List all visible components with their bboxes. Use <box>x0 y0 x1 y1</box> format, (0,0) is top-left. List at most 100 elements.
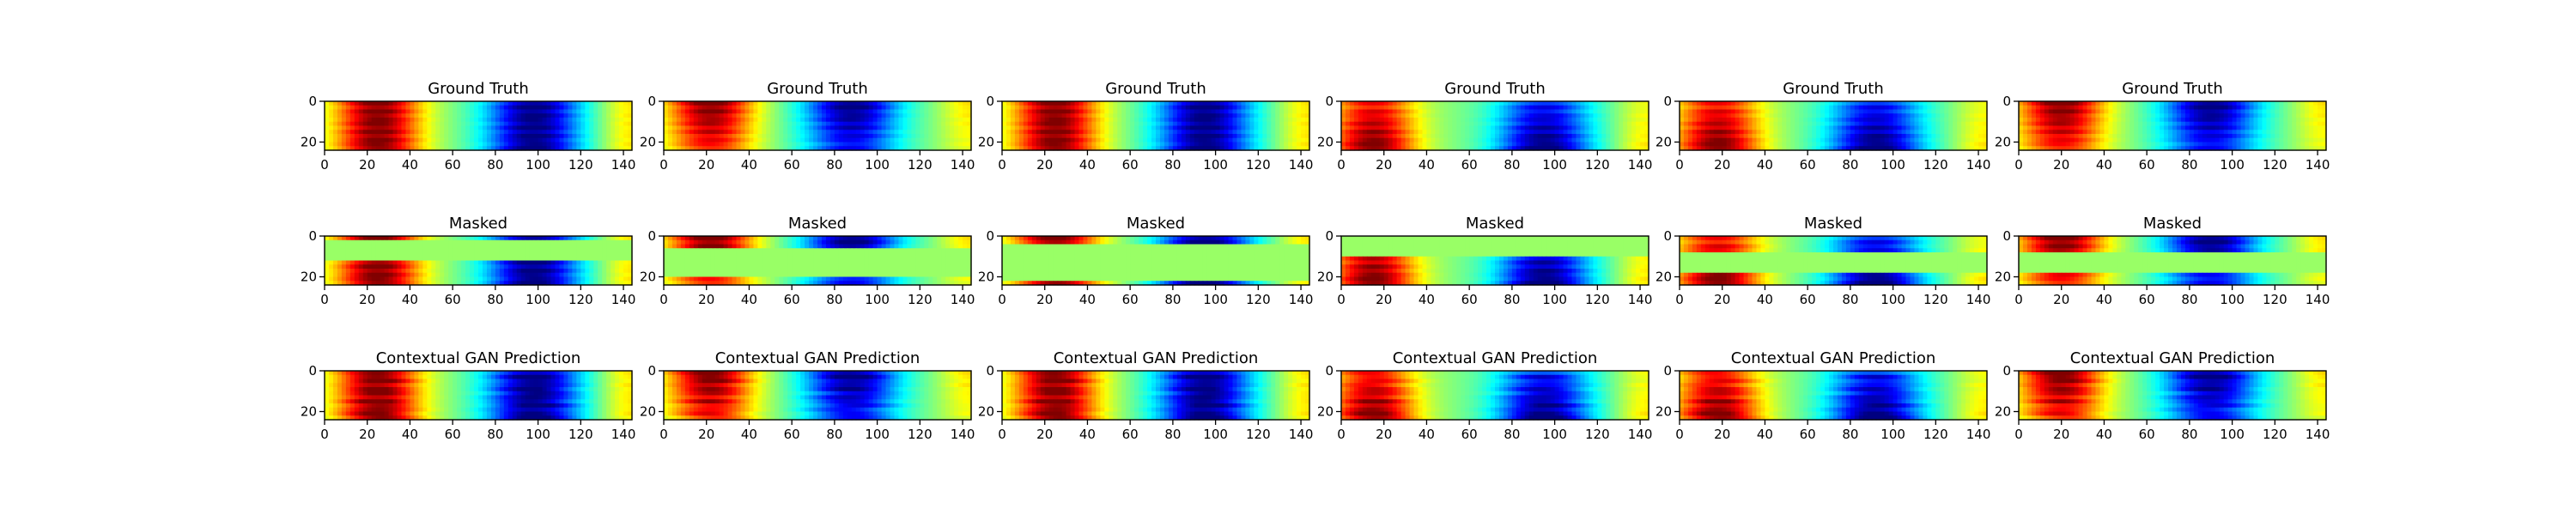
heatmap-cell <box>1392 137 1398 143</box>
heatmap-cell <box>1375 109 1381 114</box>
heatmap-cell <box>1078 118 1084 123</box>
heatmap-cell <box>1717 146 1723 151</box>
heatmap-cell <box>2210 101 2216 106</box>
heatmap-cell <box>1829 142 1834 147</box>
heatmap-cell <box>1461 118 1466 123</box>
heatmap-cell <box>1850 121 1856 127</box>
heatmap-cell <box>1151 118 1157 123</box>
heatmap-cell <box>757 125 762 130</box>
heatmap-cell <box>924 130 929 135</box>
heatmap-cell <box>1292 125 1297 130</box>
heatmap-cell <box>405 118 411 123</box>
heatmap-cell <box>2240 105 2246 111</box>
heatmap-cell <box>1495 118 1500 123</box>
heatmap-cell <box>1236 137 1242 143</box>
heatmap-cell <box>1888 125 1894 130</box>
heatmap-cell <box>1812 105 1817 111</box>
heatmap-cell <box>860 121 866 127</box>
heatmap-cell <box>1262 125 1267 130</box>
heatmap-cell <box>1884 118 1890 123</box>
heatmap-cell <box>779 118 784 123</box>
heatmap-cell <box>1396 125 1402 130</box>
heatmap-cell <box>1478 125 1483 130</box>
heatmap-cell <box>1405 142 1411 147</box>
heatmap-cell <box>1044 137 1050 143</box>
heatmap-cell <box>2108 130 2113 135</box>
heatmap-cell <box>628 101 633 106</box>
heatmap-cell <box>1267 130 1272 135</box>
heatmap-cell <box>1156 130 1161 135</box>
heatmap-cell <box>967 109 972 114</box>
heatmap-cell <box>572 130 577 135</box>
heatmap-cell <box>1002 130 1007 135</box>
heatmap-cell <box>1961 142 1966 147</box>
heatmap-cell <box>503 134 509 139</box>
heatmap-cell <box>1914 137 1920 143</box>
heatmap-cell <box>606 101 611 106</box>
heatmap-cell <box>1871 142 1877 147</box>
heatmap-cell <box>890 125 896 130</box>
heatmap-cell <box>1858 125 1864 130</box>
heatmap-cell <box>550 130 556 135</box>
heatmap-cell <box>1087 137 1093 143</box>
heatmap-cell <box>1833 125 1838 130</box>
heatmap-cell <box>684 105 690 111</box>
heatmap-cell <box>1383 134 1389 139</box>
heatmap-cell <box>1002 121 1007 127</box>
heatmap-cell <box>2262 121 2267 127</box>
heatmap-cell <box>1279 130 1285 135</box>
heatmap-cell <box>2044 130 2050 135</box>
heatmap-cell <box>1305 125 1310 130</box>
heatmap-cell <box>474 142 479 147</box>
heatmap-cell <box>2099 130 2105 135</box>
heatmap-cell <box>1219 146 1225 151</box>
heatmap-cell <box>796 121 801 127</box>
heatmap-cell <box>1027 121 1033 127</box>
heatmap-cell <box>367 130 373 135</box>
heatmap-cell <box>1005 137 1012 143</box>
heatmap-cell <box>2091 130 2097 135</box>
heatmap-cell <box>1349 142 1355 147</box>
heatmap-cell <box>1040 146 1046 151</box>
heatmap-cell <box>2019 118 2024 123</box>
heatmap-cell <box>2057 125 2063 130</box>
heatmap-cell <box>2176 125 2182 130</box>
heatmap-cell <box>1100 118 1105 123</box>
heatmap-cell <box>1537 105 1543 111</box>
heatmap-cell <box>941 130 946 135</box>
heatmap-cell <box>1104 142 1109 147</box>
heatmap-cell <box>664 113 669 118</box>
heatmap-cell <box>1516 121 1522 127</box>
heatmap-cell <box>851 101 857 106</box>
heatmap-cell <box>1443 105 1449 111</box>
heatmap-cell <box>1392 121 1398 127</box>
heatmap-cell <box>1181 125 1187 130</box>
heatmap-cell <box>1431 109 1436 114</box>
heatmap-cell <box>349 134 355 139</box>
heatmap-cell <box>1189 130 1195 135</box>
heatmap-cell <box>1113 121 1118 127</box>
heatmap-cell <box>851 118 857 123</box>
heatmap-cell <box>1786 101 1791 106</box>
heatmap-cell <box>1249 121 1255 127</box>
heatmap-cell <box>1228 113 1234 118</box>
x-tick-label: 120 <box>1246 157 1271 173</box>
heatmap-cell <box>606 125 611 130</box>
heatmap-cell <box>546 137 552 143</box>
heatmap-cell <box>593 105 598 111</box>
heatmap-cell <box>414 113 419 118</box>
heatmap-cell <box>684 113 690 118</box>
heatmap-cell <box>384 125 390 130</box>
heatmap-cell <box>1040 118 1046 123</box>
heatmap-cell <box>749 125 755 130</box>
heatmap-cell <box>1713 113 1719 118</box>
heatmap-cell <box>2189 109 2195 114</box>
heatmap-cell <box>736 130 742 135</box>
heatmap-cell <box>1636 125 1641 130</box>
heatmap-cell <box>1589 109 1594 114</box>
heatmap-cell <box>702 101 708 106</box>
heatmap-cell <box>762 137 767 143</box>
heatmap-cell <box>1349 105 1355 111</box>
heatmap-cell <box>2142 125 2148 130</box>
heatmap-cell <box>1301 142 1306 147</box>
